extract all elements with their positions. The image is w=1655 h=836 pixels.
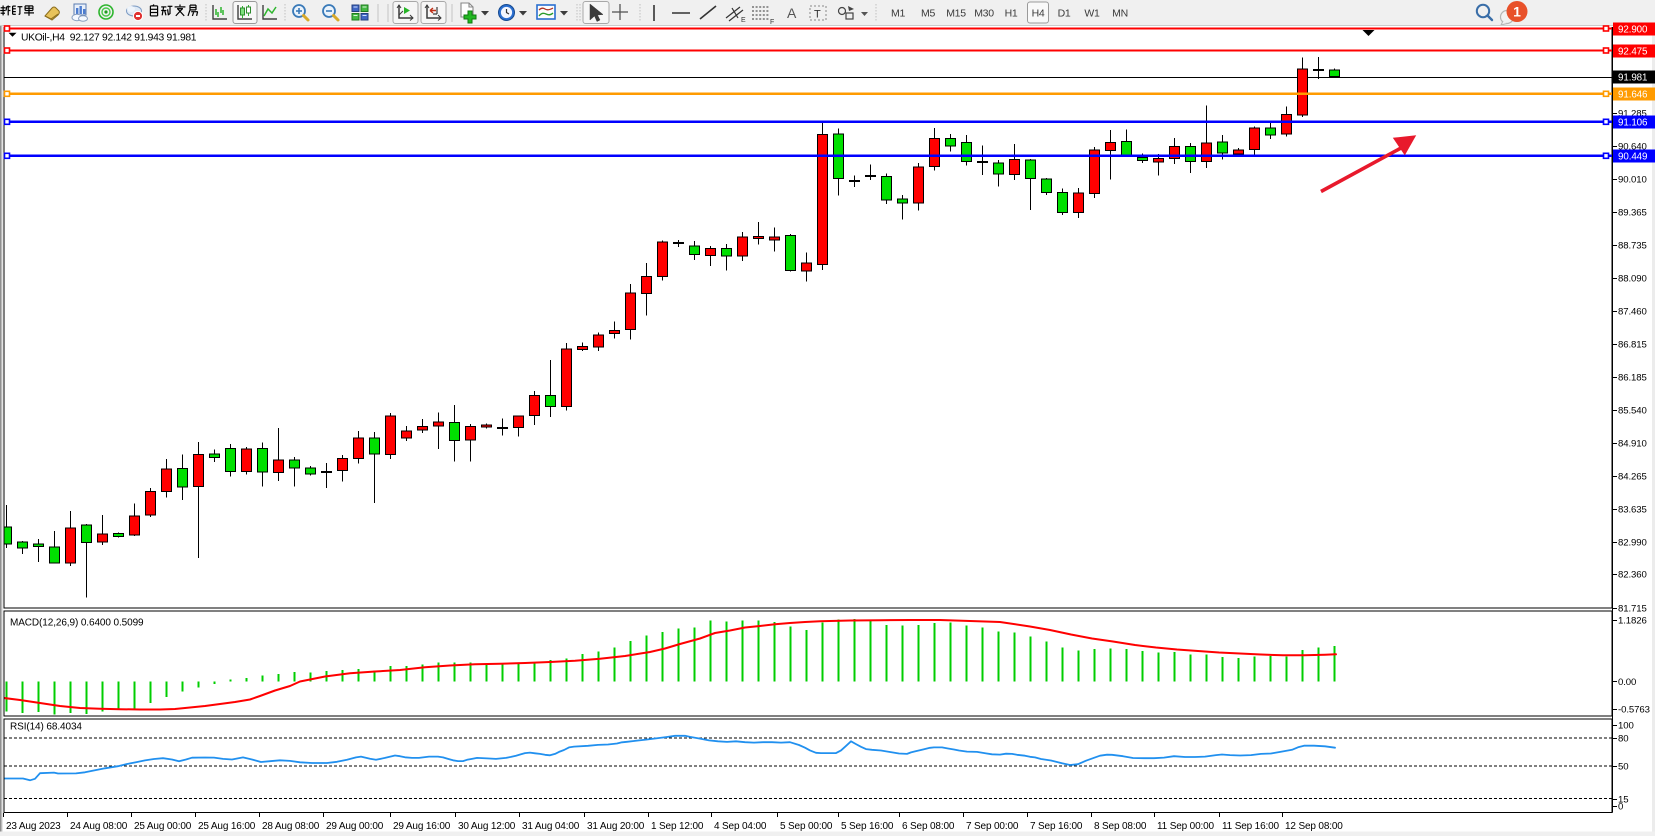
svg-text:H4: H4 xyxy=(1032,8,1045,20)
svg-text:31 Aug 04:00: 31 Aug 04:00 xyxy=(522,821,580,832)
svg-text:86.185: 86.185 xyxy=(1618,373,1647,384)
svg-text:90.010: 90.010 xyxy=(1618,175,1647,186)
svg-text:84.265: 84.265 xyxy=(1618,472,1647,483)
svg-text:1 Sep 12:00: 1 Sep 12:00 xyxy=(651,821,704,832)
svg-text:RSI(14) 68.4034: RSI(14) 68.4034 xyxy=(10,722,82,733)
svg-text:28 Aug 08:00: 28 Aug 08:00 xyxy=(262,821,320,832)
svg-text:15: 15 xyxy=(1618,795,1628,806)
svg-text:90.449: 90.449 xyxy=(1618,152,1647,163)
svg-text:H1: H1 xyxy=(1005,8,1018,20)
svg-text:91.285: 91.285 xyxy=(1618,109,1647,120)
svg-text:81.715: 81.715 xyxy=(1618,604,1647,615)
svg-text:23 Aug 2023: 23 Aug 2023 xyxy=(6,821,61,832)
svg-text:30 Aug 12:00: 30 Aug 12:00 xyxy=(458,821,516,832)
svg-text:M5: M5 xyxy=(921,8,935,20)
svg-text:24 Aug 08:00: 24 Aug 08:00 xyxy=(70,821,128,832)
svg-text:W1: W1 xyxy=(1084,8,1100,20)
svg-text:6 Sep 08:00: 6 Sep 08:00 xyxy=(902,821,955,832)
svg-text:100: 100 xyxy=(1618,721,1634,732)
svg-text:12 Sep 08:00: 12 Sep 08:00 xyxy=(1285,821,1343,832)
svg-text:11 Sep 00:00: 11 Sep 00:00 xyxy=(1157,821,1215,832)
svg-text:87.460: 87.460 xyxy=(1618,307,1647,318)
svg-text:82.990: 82.990 xyxy=(1618,538,1647,549)
svg-text:M15: M15 xyxy=(946,8,966,20)
svg-text:84.910: 84.910 xyxy=(1618,439,1647,450)
svg-text:92.900: 92.900 xyxy=(1618,25,1648,36)
svg-text:25 Aug 16:00: 25 Aug 16:00 xyxy=(198,821,256,832)
svg-text:88.090: 88.090 xyxy=(1618,274,1647,285)
svg-text:7 Sep 00:00: 7 Sep 00:00 xyxy=(966,821,1019,832)
svg-text:-0.5763: -0.5763 xyxy=(1618,705,1650,716)
svg-text:5 Sep 16:00: 5 Sep 16:00 xyxy=(841,821,894,832)
svg-text:80: 80 xyxy=(1618,734,1628,745)
svg-text:50: 50 xyxy=(1618,762,1628,773)
svg-text:29 Aug 16:00: 29 Aug 16:00 xyxy=(393,821,451,832)
svg-text:8 Sep 08:00: 8 Sep 08:00 xyxy=(1094,821,1147,832)
svg-text:91.106: 91.106 xyxy=(1618,118,1648,129)
svg-text:M30: M30 xyxy=(974,8,994,20)
svg-text:0: 0 xyxy=(1618,802,1623,813)
svg-text:89.365: 89.365 xyxy=(1618,208,1647,219)
svg-text:A: A xyxy=(787,5,797,21)
svg-text:83.635: 83.635 xyxy=(1618,505,1647,516)
svg-text:1.1826: 1.1826 xyxy=(1618,616,1647,627)
svg-text:82.360: 82.360 xyxy=(1618,570,1647,581)
svg-text:T: T xyxy=(814,9,821,21)
svg-text:MN: MN xyxy=(1112,8,1128,20)
svg-text:D1: D1 xyxy=(1058,8,1071,20)
svg-text:M1: M1 xyxy=(891,8,905,20)
svg-text:MACD(12,26,9) 0.6400 0.5099: MACD(12,26,9) 0.6400 0.5099 xyxy=(10,618,144,629)
svg-text:25 Aug 00:00: 25 Aug 00:00 xyxy=(134,821,192,832)
svg-text:86.815: 86.815 xyxy=(1618,340,1647,351)
svg-text:4 Sep 04:00: 4 Sep 04:00 xyxy=(714,821,767,832)
svg-text:88.735: 88.735 xyxy=(1618,241,1647,252)
svg-text:91.646: 91.646 xyxy=(1618,90,1648,101)
svg-text:90.640: 90.640 xyxy=(1618,142,1647,153)
svg-text:29 Aug 00:00: 29 Aug 00:00 xyxy=(326,821,384,832)
svg-text:85.540: 85.540 xyxy=(1618,406,1647,417)
svg-text:92.475: 92.475 xyxy=(1618,47,1648,58)
svg-text:E: E xyxy=(741,17,746,24)
svg-text:91.981: 91.981 xyxy=(1618,73,1647,84)
svg-text:1: 1 xyxy=(1513,4,1521,20)
svg-text:0.00: 0.00 xyxy=(1618,677,1636,688)
svg-text:UKOil-,H4 92.127 92.142 91.94: UKOil-,H4 92.127 92.142 91.943 91.981 xyxy=(21,33,197,44)
svg-text:F: F xyxy=(770,19,774,26)
svg-text:11 Sep 16:00: 11 Sep 16:00 xyxy=(1222,821,1280,832)
svg-text:5 Sep 00:00: 5 Sep 00:00 xyxy=(780,821,833,832)
svg-text:31 Aug 20:00: 31 Aug 20:00 xyxy=(587,821,645,832)
svg-text:7 Sep 16:00: 7 Sep 16:00 xyxy=(1030,821,1083,832)
